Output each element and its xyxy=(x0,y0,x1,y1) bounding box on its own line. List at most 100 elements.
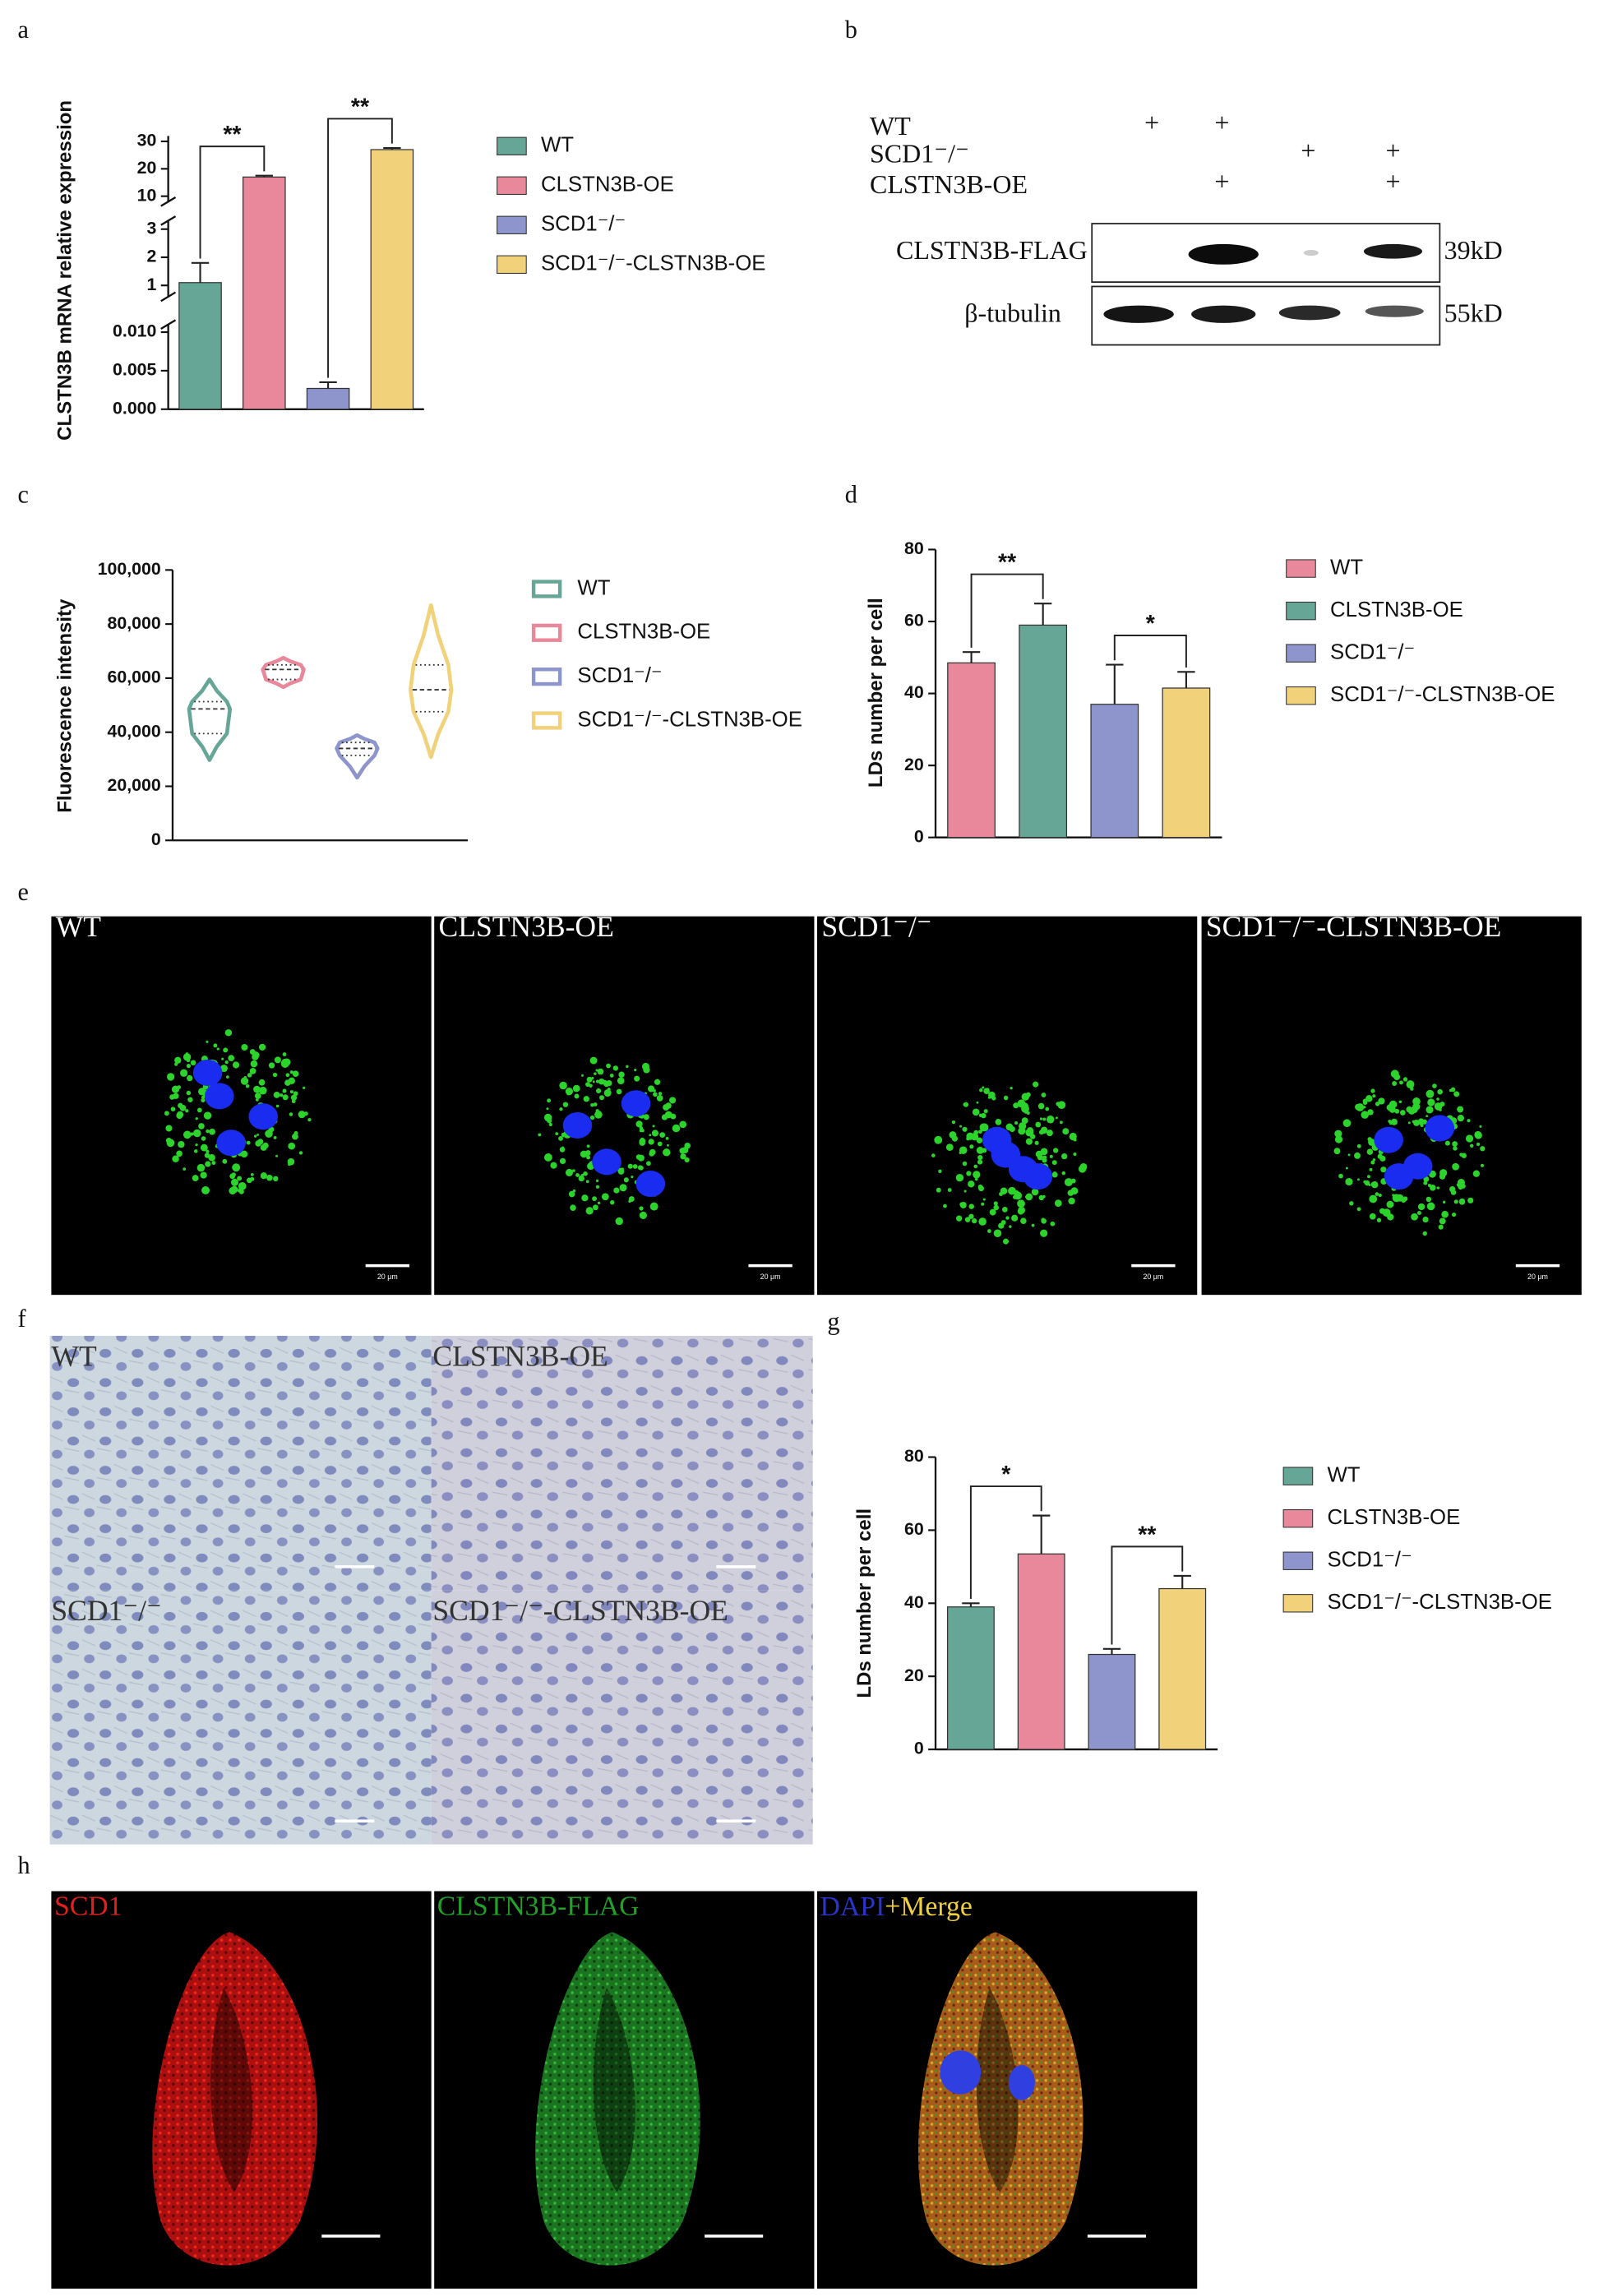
lipid-droplet xyxy=(1342,1119,1352,1128)
lipid-droplet xyxy=(1038,1130,1044,1135)
lipid-droplet xyxy=(250,1173,254,1176)
lipid-droplet xyxy=(982,1198,986,1201)
lipid-droplet xyxy=(1392,1081,1398,1086)
lipid-droplet xyxy=(216,1047,219,1051)
legend-label: SCD1⁻/⁻-CLSTN3B-OE xyxy=(541,252,765,275)
lipid-droplet xyxy=(1467,1197,1474,1203)
lipid-droplet xyxy=(1452,1141,1458,1147)
lipid-droplet xyxy=(616,1088,622,1095)
lipid-droplet xyxy=(201,1136,206,1141)
lipid-droplet xyxy=(592,1080,595,1083)
lipid-droplet xyxy=(213,1043,218,1048)
lipid-droplet xyxy=(1079,1162,1088,1171)
lipid-droplet xyxy=(1027,1130,1032,1134)
lipid-droplet xyxy=(289,1090,293,1094)
lipid-droplet xyxy=(1001,1206,1008,1213)
lipid-droplet xyxy=(303,1086,306,1090)
lipid-droplet xyxy=(204,1153,210,1158)
legend-label: WT xyxy=(541,134,574,157)
lipid-droplet xyxy=(1449,1185,1456,1193)
lipid-droplet xyxy=(979,1088,983,1093)
nucleus xyxy=(1374,1126,1403,1153)
lipid-droplet xyxy=(1399,1080,1403,1085)
lipid-droplet xyxy=(1362,1098,1368,1104)
lipid-droplet xyxy=(224,1060,229,1065)
nucleus xyxy=(192,1059,223,1086)
lipid-droplet xyxy=(1026,1111,1030,1116)
lipid-droplet xyxy=(1365,1095,1373,1102)
lipid-droplet xyxy=(1432,1083,1437,1088)
bar xyxy=(1019,624,1068,838)
lipid-droplet xyxy=(962,1161,968,1166)
lipid-droplet xyxy=(970,1133,979,1141)
legend-label: SCD1⁻/⁻ xyxy=(1330,641,1415,664)
nucleus xyxy=(205,1083,234,1110)
lipid-droplet xyxy=(983,1088,990,1094)
lipid-droplet xyxy=(1025,1138,1033,1145)
micrograph xyxy=(817,916,1198,1296)
lipid-droplet xyxy=(977,1155,983,1161)
legend-swatch xyxy=(1286,686,1316,705)
panel-h: SCD1 CLSTN3B-FLAG DAPI+Merge xyxy=(51,1891,1198,2289)
lipid-droplet xyxy=(246,1140,251,1145)
lipid-droplet xyxy=(222,1158,228,1164)
lipid-droplet xyxy=(1057,1101,1066,1109)
lipid-droplet xyxy=(581,1194,589,1202)
y-tick-label: 40 xyxy=(904,1592,924,1612)
lipid-droplet xyxy=(249,1068,256,1074)
y-tick-label: 20,000 xyxy=(108,775,161,795)
lipid-droplet xyxy=(1425,1196,1432,1203)
lipid-droplet xyxy=(976,1146,984,1154)
lipid-droplet xyxy=(980,1123,989,1132)
lipid-droplet xyxy=(590,1102,594,1107)
lipid-droplet xyxy=(962,1126,968,1132)
lipid-droplet xyxy=(1370,1088,1375,1093)
lipid-droplet xyxy=(1439,1217,1446,1225)
lipid-droplet xyxy=(1417,1203,1425,1211)
lipid-droplet xyxy=(643,1114,649,1120)
lipid-droplet xyxy=(260,1172,267,1180)
y-tick-label: 0.005 xyxy=(113,360,157,380)
lipid-droplet xyxy=(631,1176,634,1179)
panel-f: WT CLSTN3B-OE SCD1⁻/⁻ SCD1⁻/⁻-CLSTN3B-OE xyxy=(49,1335,813,1845)
lipid-droplet xyxy=(190,1060,196,1066)
lipid-droplet xyxy=(1458,1198,1466,1205)
violin xyxy=(187,677,233,762)
bar xyxy=(1090,704,1139,838)
lipid-droplet xyxy=(194,1149,198,1153)
lipid-droplet xyxy=(1334,1130,1342,1138)
lipid-droplet xyxy=(245,1084,250,1088)
lipid-droplet xyxy=(1042,1117,1047,1121)
lipid-droplet xyxy=(559,1157,566,1165)
legend-label: CLSTN3B-OE xyxy=(1330,598,1463,621)
image-label: SCD1⁻/⁻ xyxy=(51,1594,161,1627)
blot-band-size: 39kD xyxy=(1444,235,1503,265)
lipid-droplet xyxy=(307,1117,312,1122)
lipid-droplet xyxy=(1376,1217,1382,1222)
y-tick-label: 0 xyxy=(151,829,161,849)
lipid-droplet xyxy=(580,1150,588,1158)
lipid-droplet xyxy=(595,1069,598,1072)
lipid-droplet xyxy=(565,1168,574,1176)
lipid-droplet xyxy=(206,1129,210,1134)
image-label: SCD1⁻/⁻-CLSTN3B-OE xyxy=(432,1594,728,1627)
lipid-droplet xyxy=(947,1144,951,1148)
lipid-droplet xyxy=(973,1164,978,1169)
significance-bracket xyxy=(199,146,266,259)
legend-label: CLSTN3B-OE xyxy=(541,173,674,196)
lipid-droplet xyxy=(1406,1080,1415,1089)
lipid-droplet xyxy=(586,1155,591,1160)
panel-letter: e xyxy=(18,878,29,906)
lipid-droplet xyxy=(1465,1134,1474,1143)
lipid-droplet xyxy=(550,1162,557,1169)
lipid-droplet xyxy=(206,1040,209,1043)
lipid-droplet xyxy=(228,1055,235,1061)
lipid-droplet xyxy=(1449,1088,1453,1093)
bar xyxy=(1017,1553,1065,1750)
lipid-droplet xyxy=(993,1201,998,1206)
legend-swatch xyxy=(1282,1508,1314,1528)
lipid-droplet xyxy=(1050,1221,1056,1227)
lipid-droplet xyxy=(641,1062,650,1070)
lipid-droplet xyxy=(280,1060,289,1068)
y-axis-label: LDs number per cell xyxy=(853,1508,876,1698)
